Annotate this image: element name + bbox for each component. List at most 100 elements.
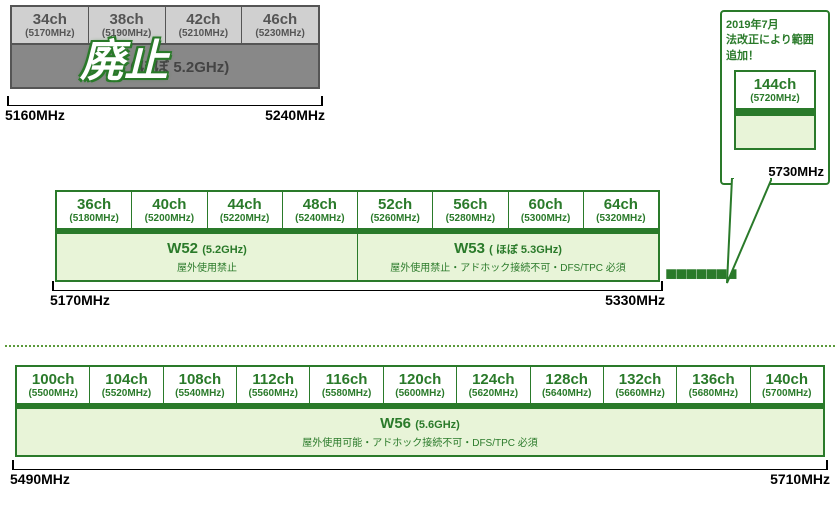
w52w53-channel-row: 36ch(5180MHz)40ch(5200MHz)44ch(5220MHz)4… bbox=[55, 190, 660, 234]
w52w53-range-end: 5330MHz bbox=[605, 292, 665, 308]
channel-freq: (5240MHz) bbox=[285, 213, 355, 224]
channel-cell: 42ch(5210MHz) bbox=[166, 7, 243, 43]
channel-freq: (5620MHz) bbox=[459, 388, 527, 399]
channel-freq: (5580MHz) bbox=[312, 388, 380, 399]
channel-freq: (5320MHz) bbox=[586, 213, 656, 224]
channel-number: 112ch bbox=[239, 371, 307, 388]
band-cell: W52 (5.2GHz) 屋外使用禁止 bbox=[57, 234, 357, 280]
channel-number: 108ch bbox=[166, 371, 234, 388]
channel-number: 40ch bbox=[134, 196, 204, 213]
channel-cell: 64ch(5320MHz) bbox=[584, 192, 658, 228]
channel-cell: 36ch(5180MHz) bbox=[57, 192, 132, 228]
channel-number: 120ch bbox=[386, 371, 454, 388]
channel-cell: 136ch(5680MHz) bbox=[677, 367, 750, 403]
channel-number: 34ch bbox=[14, 11, 86, 28]
w52w53-range-start: 5170MHz bbox=[50, 292, 110, 308]
channel-number: 42ch bbox=[168, 11, 240, 28]
channel-freq: (5560MHz) bbox=[239, 388, 307, 399]
channel-number: 132ch bbox=[606, 371, 674, 388]
w56-range-end: 5710MHz bbox=[770, 471, 830, 487]
separator-dotted bbox=[5, 345, 835, 347]
channel-number: 38ch bbox=[91, 11, 163, 28]
band-cell: W53 ( ほぼ 5.3GHz)屋外使用禁止・アドホック接続不可・DFS/TPC… bbox=[357, 234, 658, 280]
w52w53-band-row: W52 (5.2GHz) 屋外使用禁止W53 ( ほぼ 5.3GHz)屋外使用禁止… bbox=[55, 234, 660, 282]
channel-freq: (5230MHz) bbox=[244, 28, 316, 39]
channel-number: 104ch bbox=[92, 371, 160, 388]
channel-cell: 112ch(5560MHz) bbox=[237, 367, 310, 403]
channel-cell: 116ch(5580MHz) bbox=[310, 367, 383, 403]
callout-channel: 144ch (5720MHz) bbox=[734, 70, 816, 110]
channel-number: 44ch bbox=[210, 196, 280, 213]
channel-number: 100ch bbox=[19, 371, 87, 388]
channel-freq: (5210MHz) bbox=[168, 28, 240, 39]
callout-tail-icon bbox=[712, 178, 772, 288]
j52-band-label: J52 ( ほぼ 5.2GHz) bbox=[101, 56, 229, 77]
channel-cell: 44ch(5220MHz) bbox=[208, 192, 283, 228]
w52w53-range-line: 5170MHz 5330MHz bbox=[52, 281, 663, 291]
w56-block: 100ch(5500MHz)104ch(5520MHz)108ch(5540MH… bbox=[15, 365, 825, 457]
channel-cell: 38ch(5190MHz) bbox=[89, 7, 166, 43]
j52-range-end: 5240MHz bbox=[265, 107, 325, 123]
channel-cell: 34ch(5170MHz) bbox=[12, 7, 89, 43]
channel-freq: (5660MHz) bbox=[606, 388, 674, 399]
channel-freq: (5300MHz) bbox=[511, 213, 581, 224]
channel-number: 140ch bbox=[753, 371, 821, 388]
channel-number: 36ch bbox=[59, 196, 129, 213]
w56-band-title: W56 (5.6GHz) bbox=[19, 415, 821, 432]
channel-cell: 108ch(5540MHz) bbox=[164, 367, 237, 403]
channel-number: 56ch bbox=[435, 196, 505, 213]
j52-range-start: 5160MHz bbox=[5, 107, 65, 123]
channel-cell: 46ch(5230MHz) bbox=[242, 7, 318, 43]
callout-text: 2019年7月 法改正により範囲追加！ bbox=[726, 18, 824, 64]
band-note: 屋外使用禁止・アドホック接続不可・DFS/TPC 必須 bbox=[360, 259, 656, 274]
channel-cell: 48ch(5240MHz) bbox=[283, 192, 358, 228]
w56-channel-row: 100ch(5500MHz)104ch(5520MHz)108ch(5540MH… bbox=[15, 365, 825, 409]
band-note: 屋外使用禁止 bbox=[59, 259, 355, 274]
channel-freq: (5520MHz) bbox=[92, 388, 160, 399]
callout-range-end: 5730MHz bbox=[726, 164, 824, 179]
channel-freq: (5260MHz) bbox=[360, 213, 430, 224]
channel-cell: 104ch(5520MHz) bbox=[90, 367, 163, 403]
channel-number: 116ch bbox=[312, 371, 380, 388]
channel-freq: (5680MHz) bbox=[679, 388, 747, 399]
w52-w53-block: 36ch(5180MHz)40ch(5200MHz)44ch(5220MHz)4… bbox=[55, 190, 660, 282]
ch144-callout: 2019年7月 法改正により範囲追加！ 144ch (5720MHz) 5730… bbox=[720, 10, 830, 185]
j52-block: 34ch(5170MHz)38ch(5190MHz)42ch(5210MHz)4… bbox=[10, 5, 320, 89]
channel-cell: 40ch(5200MHz) bbox=[132, 192, 207, 228]
channel-freq: (5220MHz) bbox=[210, 213, 280, 224]
channel-cell: 140ch(5700MHz) bbox=[751, 367, 823, 403]
channel-number: 124ch bbox=[459, 371, 527, 388]
j52-band-row: J52 ( ほぼ 5.2GHz) bbox=[10, 45, 320, 89]
channel-freq: (5600MHz) bbox=[386, 388, 454, 399]
channel-freq: (5540MHz) bbox=[166, 388, 234, 399]
channel-number: 60ch bbox=[511, 196, 581, 213]
channel-freq: (5180MHz) bbox=[59, 213, 129, 224]
channel-cell: 100ch(5500MHz) bbox=[17, 367, 90, 403]
channel-cell: 56ch(5280MHz) bbox=[433, 192, 508, 228]
channel-cell: 128ch(5640MHz) bbox=[531, 367, 604, 403]
band-title: W52 (5.2GHz) bbox=[59, 240, 355, 257]
channel-number: 46ch bbox=[244, 11, 316, 28]
channel-freq: (5170MHz) bbox=[14, 28, 86, 39]
channel-freq: (5700MHz) bbox=[753, 388, 821, 399]
channel-cell: 52ch(5260MHz) bbox=[358, 192, 433, 228]
channel-cell: 60ch(5300MHz) bbox=[509, 192, 584, 228]
w56-range-start: 5490MHz bbox=[10, 471, 70, 487]
w56-range-line: 5490MHz 5710MHz bbox=[12, 460, 828, 470]
callout-band bbox=[734, 110, 816, 150]
channel-freq: (5640MHz) bbox=[533, 388, 601, 399]
w56-band-row: W56 (5.6GHz) 屋外使用可能・アドホック接続不可・DFS/TPC 必須 bbox=[15, 409, 825, 457]
w56-band-cell: W56 (5.6GHz) 屋外使用可能・アドホック接続不可・DFS/TPC 必須 bbox=[17, 409, 823, 455]
channel-freq: (5280MHz) bbox=[435, 213, 505, 224]
channel-number: 64ch bbox=[586, 196, 656, 213]
channel-cell: 132ch(5660MHz) bbox=[604, 367, 677, 403]
channel-number: 136ch bbox=[679, 371, 747, 388]
channel-cell: 120ch(5600MHz) bbox=[384, 367, 457, 403]
j52-range-line: 5160MHz 5240MHz bbox=[7, 96, 323, 106]
j52-channel-row: 34ch(5170MHz)38ch(5190MHz)42ch(5210MHz)4… bbox=[10, 5, 320, 45]
channel-number: 128ch bbox=[533, 371, 601, 388]
channel-freq: (5190MHz) bbox=[91, 28, 163, 39]
channel-freq: (5200MHz) bbox=[134, 213, 204, 224]
channel-cell: 124ch(5620MHz) bbox=[457, 367, 530, 403]
channel-number: 52ch bbox=[360, 196, 430, 213]
